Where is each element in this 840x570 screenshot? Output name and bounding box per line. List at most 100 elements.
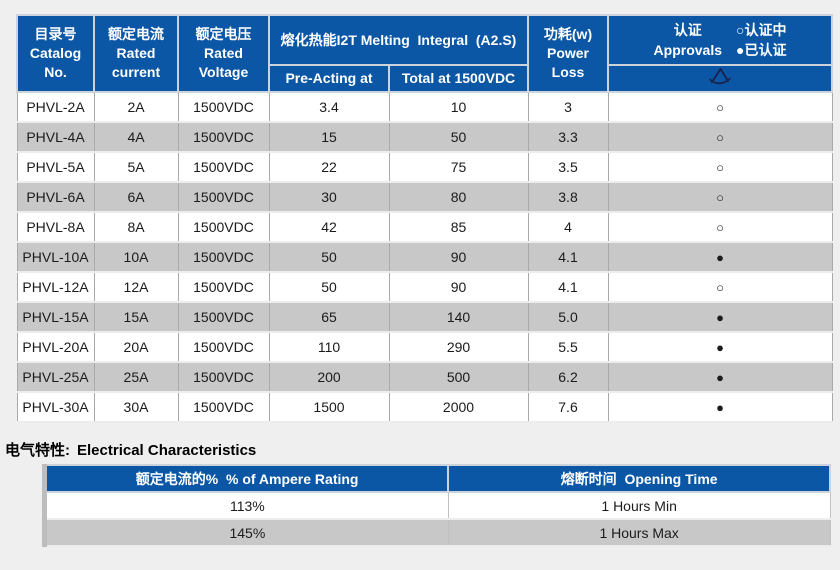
certification-triangle-icon bbox=[709, 68, 731, 85]
catalog-no-cell: PHVL-25A bbox=[16, 362, 95, 393]
spec-table-row: PHVL-30A 30A 1500VDC 1500 2000 7.6 ● bbox=[16, 392, 833, 423]
power-loss-cell: 6.2 bbox=[527, 362, 609, 393]
catalog-no-cell: PHVL-30A bbox=[16, 392, 95, 423]
col-header-opening-time: 熔断时间 Opening Time bbox=[447, 464, 831, 493]
rated-current-label-en1: Rated bbox=[116, 45, 156, 61]
opening-time-cell: 1 Hours Min bbox=[447, 492, 831, 520]
rated-current-cell: 12A bbox=[93, 272, 179, 303]
rated-voltage-cell: 1500VDC bbox=[177, 392, 270, 423]
total-at-1500vdc-cell: 10 bbox=[388, 92, 529, 123]
electrical-characteristics-table: 额定电流的% % of Ampere Rating 熔断时间 Opening T… bbox=[42, 464, 831, 547]
catalog-no-cell: PHVL-2A bbox=[16, 92, 95, 123]
catalog-no-cell: PHVL-5A bbox=[16, 152, 95, 183]
approval-status: ○ bbox=[607, 152, 833, 183]
spec-table-row: PHVL-4A 4A 1500VDC 15 50 3.3 ○ bbox=[16, 122, 833, 153]
spec-table-row: PHVL-20A 20A 1500VDC 110 290 5.5 ● bbox=[16, 332, 833, 363]
rated-voltage-label-en2: Voltage bbox=[198, 64, 249, 80]
rated-voltage-label-zh: 额定电压 bbox=[195, 26, 252, 42]
rated-current-cell: 10A bbox=[93, 242, 179, 273]
pre-acting-cell: 42 bbox=[268, 212, 390, 243]
rated-current-cell: 4A bbox=[93, 122, 179, 153]
total-at-1500vdc-cell: 80 bbox=[388, 182, 529, 213]
col-header-pre-acting: Pre-Acting at bbox=[268, 64, 390, 93]
power-loss-cell: 7.6 bbox=[527, 392, 609, 423]
power-loss-cell: 3.5 bbox=[527, 152, 609, 183]
rated-voltage-cell: 1500VDC bbox=[177, 182, 270, 213]
rated-current-cell: 5A bbox=[93, 152, 179, 183]
catalog-label-en: Catalog No. bbox=[29, 45, 82, 80]
rated-voltage-cell: 1500VDC bbox=[177, 242, 270, 273]
spec-table-row: PHVL-8A 8A 1500VDC 42 85 4 ○ bbox=[16, 212, 833, 243]
col-header-ampere-rating: 额定电流的% % of Ampere Rating bbox=[43, 464, 450, 493]
catalog-no-cell: PHVL-6A bbox=[16, 182, 95, 213]
total-at-1500vdc-cell: 500 bbox=[388, 362, 529, 393]
pre-acting-cell: 22 bbox=[268, 152, 390, 183]
approval-status: ● bbox=[607, 392, 833, 423]
char-table-row: 145% 1 Hours Max bbox=[44, 519, 831, 547]
pre-acting-cell: 65 bbox=[268, 302, 390, 333]
rated-current-cell: 15A bbox=[93, 302, 179, 333]
spec-table-row: PHVL-12A 12A 1500VDC 50 90 4.1 ○ bbox=[16, 272, 833, 303]
total-at-1500vdc-cell: 75 bbox=[388, 152, 529, 183]
approval-status: ○ bbox=[607, 182, 833, 213]
spec-table-row: PHVL-5A 5A 1500VDC 22 75 3.5 ○ bbox=[16, 152, 833, 183]
spec-table-row: PHVL-2A 2A 1500VDC 3.4 10 3 ○ bbox=[16, 92, 833, 123]
total-at-1500vdc-cell: 85 bbox=[388, 212, 529, 243]
section-title: 电气特性: Electrical Characteristics bbox=[5, 439, 256, 460]
power-loss-cell: 3.3 bbox=[527, 122, 609, 153]
power-loss-cell: 3 bbox=[527, 92, 609, 123]
pre-acting-cell: 3.4 bbox=[268, 92, 390, 123]
approvals-label-en: Approvals bbox=[653, 41, 722, 58]
approval-status: ○ bbox=[607, 92, 833, 123]
total-at-1500vdc-cell: 90 bbox=[388, 272, 529, 303]
col-header-melting-integral: 熔化热能I2T Melting Integral (A2.S) bbox=[268, 14, 529, 66]
power-loss-cell: 5.0 bbox=[527, 302, 609, 333]
rated-voltage-cell: 1500VDC bbox=[177, 92, 270, 123]
rated-current-cell: 20A bbox=[93, 332, 179, 363]
rated-current-cell: 6A bbox=[93, 182, 179, 213]
rated-voltage-cell: 1500VDC bbox=[177, 362, 270, 393]
rated-voltage-cell: 1500VDC bbox=[177, 332, 270, 363]
catalog-no-cell: PHVL-20A bbox=[16, 332, 95, 363]
catalog-no-cell: PHVL-4A bbox=[16, 122, 95, 153]
catalog-label-zh: 目录号 bbox=[34, 26, 77, 42]
spec-table-row: PHVL-25A 25A 1500VDC 200 500 6.2 ● bbox=[16, 362, 833, 393]
approval-status: ○ bbox=[607, 122, 833, 153]
power-loss-cell: 4.1 bbox=[527, 242, 609, 273]
power-loss-cell: 4 bbox=[527, 212, 609, 243]
pre-acting-cell: 50 bbox=[268, 242, 390, 273]
approvals-legend-approved: ●已认证 bbox=[736, 41, 787, 58]
char-header-row: 额定电流的% % of Ampere Rating 熔断时间 Opening T… bbox=[43, 464, 831, 493]
catalog-no-cell: PHVL-15A bbox=[16, 302, 95, 333]
approval-status: ● bbox=[607, 362, 833, 393]
pre-acting-cell: 15 bbox=[268, 122, 390, 153]
rated-current-cell: 2A bbox=[93, 92, 179, 123]
power-loss-label-en: Power Loss bbox=[546, 45, 589, 80]
approvals-logo-cell bbox=[607, 64, 833, 93]
rated-voltage-cell: 1500VDC bbox=[177, 122, 270, 153]
rated-voltage-cell: 1500VDC bbox=[177, 212, 270, 243]
pre-acting-cell: 1500 bbox=[268, 392, 390, 423]
pre-acting-cell: 110 bbox=[268, 332, 390, 363]
col-header-catalog-no: 目录号 Catalog No. bbox=[16, 14, 95, 93]
opening-time-cell: 1 Hours Max bbox=[447, 519, 831, 547]
header-row-1: 目录号 Catalog No. 额定电流 Rated current 额定电压 … bbox=[16, 14, 833, 93]
catalog-no-cell: PHVL-12A bbox=[16, 272, 95, 303]
spec-table-row: PHVL-15A 15A 1500VDC 65 140 5.0 ● bbox=[16, 302, 833, 333]
pre-acting-cell: 200 bbox=[268, 362, 390, 393]
approval-status: ● bbox=[607, 302, 833, 333]
rated-voltage-cell: 1500VDC bbox=[177, 152, 270, 183]
approval-status: ● bbox=[607, 242, 833, 273]
rated-current-label-en2: current bbox=[111, 64, 161, 80]
col-header-rated-voltage: 额定电压 Rated Voltage bbox=[177, 14, 270, 93]
rated-current-cell: 25A bbox=[93, 362, 179, 393]
ampere-rating-cell: 145% bbox=[44, 519, 449, 547]
col-header-power-loss: 功耗(w) Power Loss bbox=[527, 14, 609, 93]
spec-table-row: PHVL-6A 6A 1500VDC 30 80 3.8 ○ bbox=[16, 182, 833, 213]
total-at-1500vdc-cell: 290 bbox=[388, 332, 529, 363]
power-loss-cell: 4.1 bbox=[527, 272, 609, 303]
spec-table-row: PHVL-10A 10A 1500VDC 50 90 4.1 ● bbox=[16, 242, 833, 273]
power-loss-cell: 5.5 bbox=[527, 332, 609, 363]
col-header-rated-current: 额定电流 Rated current bbox=[93, 14, 179, 93]
col-header-total-at-1500vdc: Total at 1500VDC bbox=[388, 64, 529, 93]
